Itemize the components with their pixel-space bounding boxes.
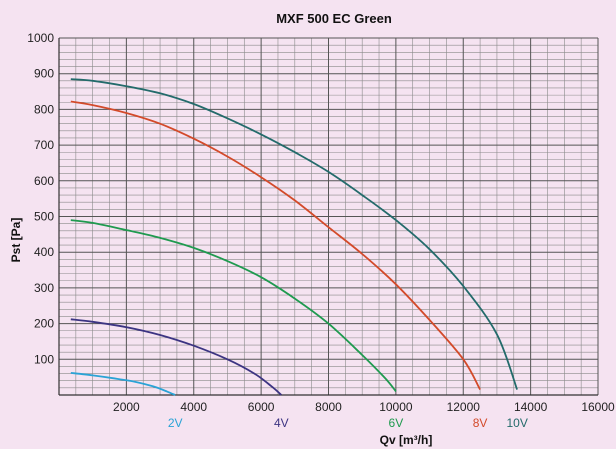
x-tick-label: 16000: [581, 400, 615, 414]
curve-6v: [70, 219, 397, 392]
x-tick-label: 4000: [180, 400, 207, 414]
y-tick-label: 600: [34, 174, 54, 188]
y-axis-label: Pst [Pa]: [9, 218, 23, 263]
x-tick-label: 14000: [514, 400, 548, 414]
x-tick-label: 6000: [248, 400, 275, 414]
y-tick-label: 100: [34, 352, 54, 366]
series-label-2v: 2V: [168, 416, 183, 430]
y-tick-label: 500: [34, 210, 54, 224]
y-tick-label: 300: [34, 281, 54, 295]
series-labels: 2V 4V 6V 8V 10V: [168, 416, 528, 430]
y-tick-label: 200: [34, 317, 54, 331]
chart-title: MXF 500 EC Green: [276, 11, 392, 26]
x-tick-label: 2000: [113, 400, 140, 414]
curve-10v: [70, 78, 518, 390]
y-tick-label: 400: [34, 245, 54, 259]
x-axis-ticks: 2000 4000 6000 8000 10000 12000 14000 16000: [113, 400, 615, 414]
series-label-6v: 6V: [389, 416, 404, 430]
x-tick-label: 12000: [447, 400, 481, 414]
x-tick-label: 8000: [315, 400, 342, 414]
series-label-10v: 10V: [506, 416, 527, 430]
major-grid: [58, 37, 599, 396]
series-label-4v: 4V: [274, 416, 289, 430]
curve-4v: [70, 318, 282, 396]
x-tick-label: 10000: [379, 400, 413, 414]
curve-8v: [70, 100, 481, 391]
y-tick-label: 1000: [27, 31, 54, 45]
series-label-8v: 8V: [473, 416, 488, 430]
y-axis-ticks: 100 200 300 400 500 600 700 800 900 1000: [27, 31, 54, 366]
y-tick-label: 800: [34, 102, 54, 116]
y-tick-label: 900: [34, 67, 54, 81]
curve-2v: [70, 372, 176, 396]
x-axis-label: Qv [m³/h]: [380, 433, 433, 447]
curves: [70, 78, 518, 396]
y-tick-label: 700: [34, 138, 54, 152]
